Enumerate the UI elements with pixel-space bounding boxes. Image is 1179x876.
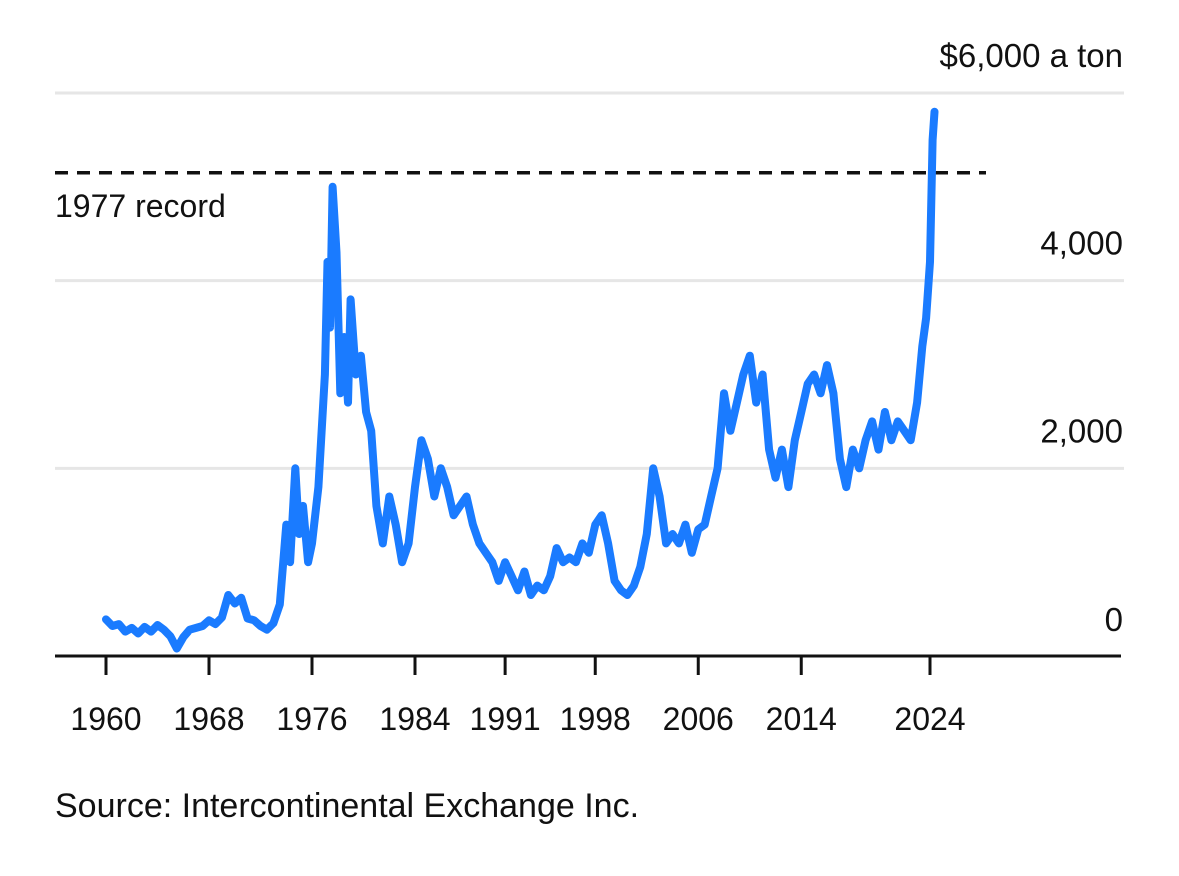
x-tick-label: 1998 <box>560 701 631 737</box>
x-tick-label: 1960 <box>70 701 141 737</box>
y-tick-label: 2,000 <box>1040 412 1123 449</box>
y-tick-label: 4,000 <box>1040 225 1123 262</box>
x-tick-label: 1984 <box>379 701 450 737</box>
x-axis-ticks <box>104 656 932 675</box>
x-tick-label: 1968 <box>173 701 244 737</box>
gridlines <box>55 91 1124 470</box>
x-tick-label: 1976 <box>276 701 347 737</box>
x-tick-label: 2014 <box>766 701 837 737</box>
y-tick-label: $6,000 a ton <box>940 37 1124 74</box>
y-axis-tick-labels: 0 2,000 4,000 $6,000 a ton <box>940 37 1124 638</box>
x-tick-label: 2024 <box>894 701 965 737</box>
y-tick-label: 0 <box>1105 601 1123 638</box>
x-axis-tick-labels: 1960 1968 1976 1984 1991 1998 2006 2014 2024 <box>70 701 965 737</box>
x-tick-label: 1991 <box>470 701 541 737</box>
price-series-line <box>102 107 939 653</box>
reference-line-label: 1977 record <box>55 188 226 224</box>
source-note: Source: Intercontinental Exchange Inc. <box>55 787 640 825</box>
x-tick-label: 2006 <box>663 701 734 737</box>
